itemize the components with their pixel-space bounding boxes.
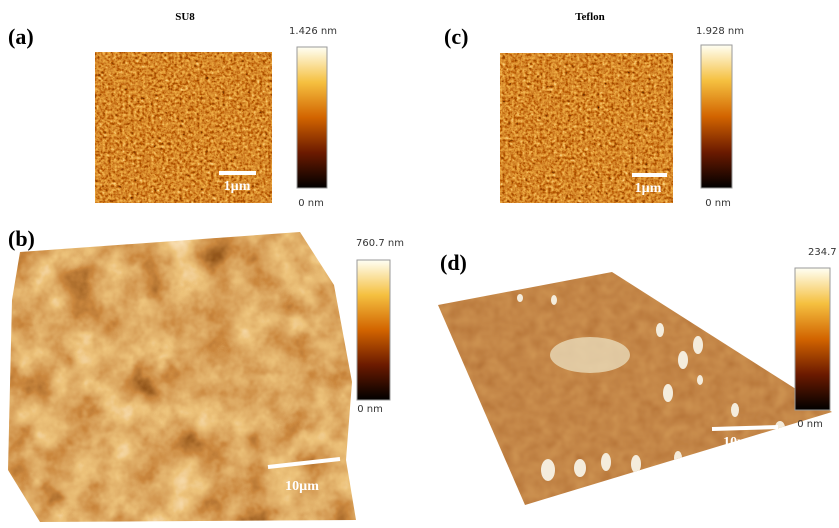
colorbar [297, 47, 327, 188]
panel-label: (d) [440, 250, 467, 275]
scale-bar-label: 10µm [723, 435, 757, 450]
scale-bar-label: 10µm [285, 479, 319, 494]
colorbar-max: 760.7 nm [356, 238, 404, 249]
panel-label: (b) [8, 226, 35, 251]
colorbar-min: 0 nm [705, 198, 731, 209]
colorbar-min: 0 nm [797, 419, 823, 430]
colorbar-min: 0 nm [298, 198, 324, 209]
figure: (a) SU8 1µm 1.426 nm 0 nm (c) Teflon 1µm… [0, 0, 839, 528]
panel-title: SU8 [175, 11, 195, 23]
colorbar [795, 268, 830, 410]
colorbar-max: 234.7 nm [808, 247, 839, 258]
colorbar-max: 1.928 nm [696, 26, 744, 37]
afm-3d-image [435, 270, 835, 510]
panel-title: Teflon [575, 11, 605, 23]
colorbar-min: 0 nm [357, 404, 383, 415]
colorbar-max: 1.426 nm [289, 26, 337, 37]
scale-bar-label: 1µm [224, 179, 251, 194]
colorbar [357, 260, 390, 400]
scale-bar-label: 1µm [635, 181, 662, 196]
panel-label: (a) [8, 24, 34, 49]
scale-bar [712, 427, 778, 429]
colorbar [701, 45, 732, 188]
panel-label: (c) [444, 24, 468, 49]
